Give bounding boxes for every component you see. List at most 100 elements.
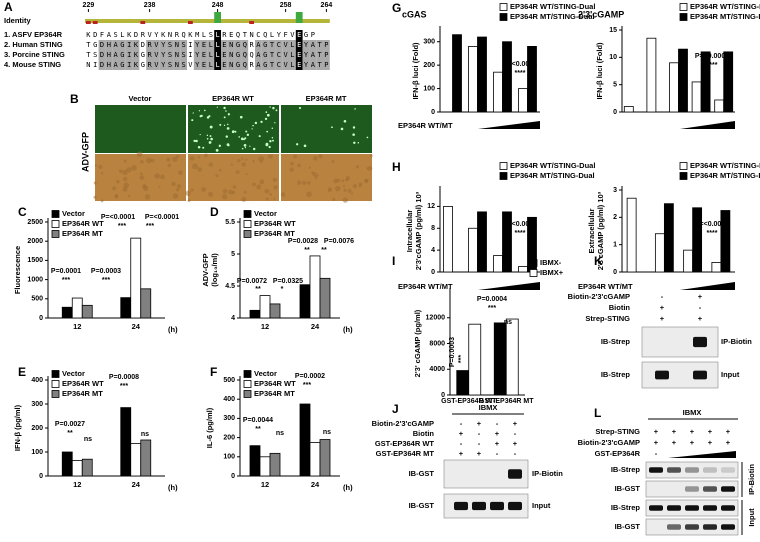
x-axis-label: EP364R WT/MT bbox=[398, 121, 453, 130]
legend-swatch bbox=[529, 259, 538, 267]
dose-ramp bbox=[668, 451, 736, 458]
position-label: 264 bbox=[321, 2, 333, 9]
identity-dip bbox=[92, 21, 98, 24]
dose-ramp bbox=[478, 282, 540, 290]
gfp-cell bbox=[246, 133, 250, 137]
residue-shade bbox=[282, 50, 289, 60]
bf-texture bbox=[189, 156, 195, 161]
legend-label: IBMX+ bbox=[540, 268, 564, 277]
gfp-cell bbox=[274, 122, 276, 124]
residue-shade bbox=[261, 40, 269, 50]
annotation: P=0.0002 bbox=[295, 373, 325, 380]
panel-label: K bbox=[594, 254, 603, 268]
species-name: 4. Mouse STING bbox=[4, 60, 61, 69]
residue-shade bbox=[146, 60, 153, 70]
bar bbox=[61, 451, 73, 477]
bf-texture bbox=[342, 184, 346, 188]
gfp-cell bbox=[340, 127, 344, 131]
gfp-cell bbox=[219, 123, 222, 126]
bf-texture bbox=[94, 164, 98, 167]
x-tick-label: 24 bbox=[311, 480, 320, 489]
bar bbox=[249, 309, 261, 319]
side-label: IP-Biotin bbox=[747, 464, 756, 495]
x-tick-label: 12 bbox=[73, 322, 81, 331]
blot-band bbox=[655, 370, 669, 380]
legend-label: EP364R WT/STING-Dual bbox=[690, 161, 760, 170]
annotation: ** bbox=[304, 247, 310, 254]
bf-texture bbox=[126, 167, 132, 173]
y-tick-label: 4 bbox=[231, 315, 235, 322]
bar bbox=[71, 297, 83, 319]
bf-texture bbox=[297, 163, 301, 168]
residue-shade bbox=[241, 40, 249, 50]
strip-label: IB-Strep bbox=[611, 465, 641, 474]
y-tick-label: 0 bbox=[613, 109, 617, 116]
residue-shade bbox=[153, 50, 160, 60]
strip-label: IB-GST bbox=[615, 522, 641, 531]
annotation: P=0.0008 bbox=[109, 374, 139, 381]
bright-field-image bbox=[281, 154, 372, 201]
legend-label: EP364R WT bbox=[254, 379, 296, 388]
condition-label: Strep-STING bbox=[595, 427, 640, 436]
gfp-cell bbox=[215, 148, 219, 152]
strip-label: IB-Strep bbox=[601, 337, 631, 346]
bf-texture bbox=[172, 156, 178, 162]
bf-texture bbox=[144, 194, 151, 200]
x-axis-label: (h) bbox=[168, 483, 178, 492]
gfp-image bbox=[281, 105, 372, 153]
bar bbox=[477, 211, 487, 273]
residue-shade bbox=[275, 50, 283, 60]
annotation: P=0.0003 bbox=[449, 337, 456, 367]
residue-shade bbox=[105, 40, 113, 50]
blot-band bbox=[490, 501, 504, 511]
condition-sign: + bbox=[459, 429, 464, 438]
y-tick-label: 200 bbox=[223, 434, 235, 441]
bf-texture bbox=[208, 162, 214, 167]
residue-shade bbox=[241, 50, 249, 60]
bf-texture bbox=[273, 185, 278, 190]
residue-shade bbox=[275, 60, 283, 70]
annotation: P=<0.0001 bbox=[145, 214, 179, 221]
dose-ramp bbox=[680, 282, 735, 290]
bar bbox=[493, 255, 503, 273]
panel-label: L bbox=[594, 406, 601, 420]
bf-texture bbox=[289, 167, 295, 172]
condition-sign: + bbox=[477, 449, 482, 458]
bf-texture bbox=[237, 159, 241, 163]
legend-swatch bbox=[51, 230, 60, 238]
bf-texture bbox=[131, 164, 137, 171]
bar bbox=[130, 443, 142, 477]
panel-label: G bbox=[392, 1, 401, 15]
residue-shade bbox=[309, 60, 317, 70]
gfp-cell bbox=[260, 120, 263, 124]
y-tick-label: 400 bbox=[223, 396, 235, 403]
bf-texture bbox=[265, 197, 269, 201]
bar bbox=[468, 46, 478, 113]
residue-shade bbox=[166, 50, 174, 60]
residue-shade bbox=[146, 40, 153, 50]
residue-shade bbox=[268, 40, 276, 50]
y-tick-label: 400 bbox=[31, 377, 43, 384]
bf-texture bbox=[100, 199, 104, 203]
annotation: *** bbox=[146, 223, 154, 230]
y-tick-label: 0 bbox=[39, 473, 43, 480]
residue-shade bbox=[221, 40, 228, 50]
residue-shade bbox=[180, 40, 187, 50]
gfp-cell bbox=[206, 137, 209, 140]
condition-sign: + bbox=[495, 439, 500, 448]
bf-texture bbox=[93, 181, 97, 185]
bar bbox=[692, 207, 703, 273]
annotation: **** bbox=[515, 70, 526, 77]
annotation: ** bbox=[255, 426, 261, 433]
blot-band bbox=[703, 467, 717, 473]
gfp-cell bbox=[197, 146, 201, 149]
position-label: 229 bbox=[83, 2, 95, 9]
legend-label: EP364R WT bbox=[62, 219, 104, 228]
gfp-image bbox=[188, 105, 279, 153]
legend-label: EP364R WT/STING-Dual bbox=[690, 2, 760, 11]
legend-swatch bbox=[679, 3, 688, 11]
legend-swatch bbox=[499, 172, 508, 180]
blot-band bbox=[667, 467, 681, 473]
bf-texture bbox=[112, 186, 117, 191]
